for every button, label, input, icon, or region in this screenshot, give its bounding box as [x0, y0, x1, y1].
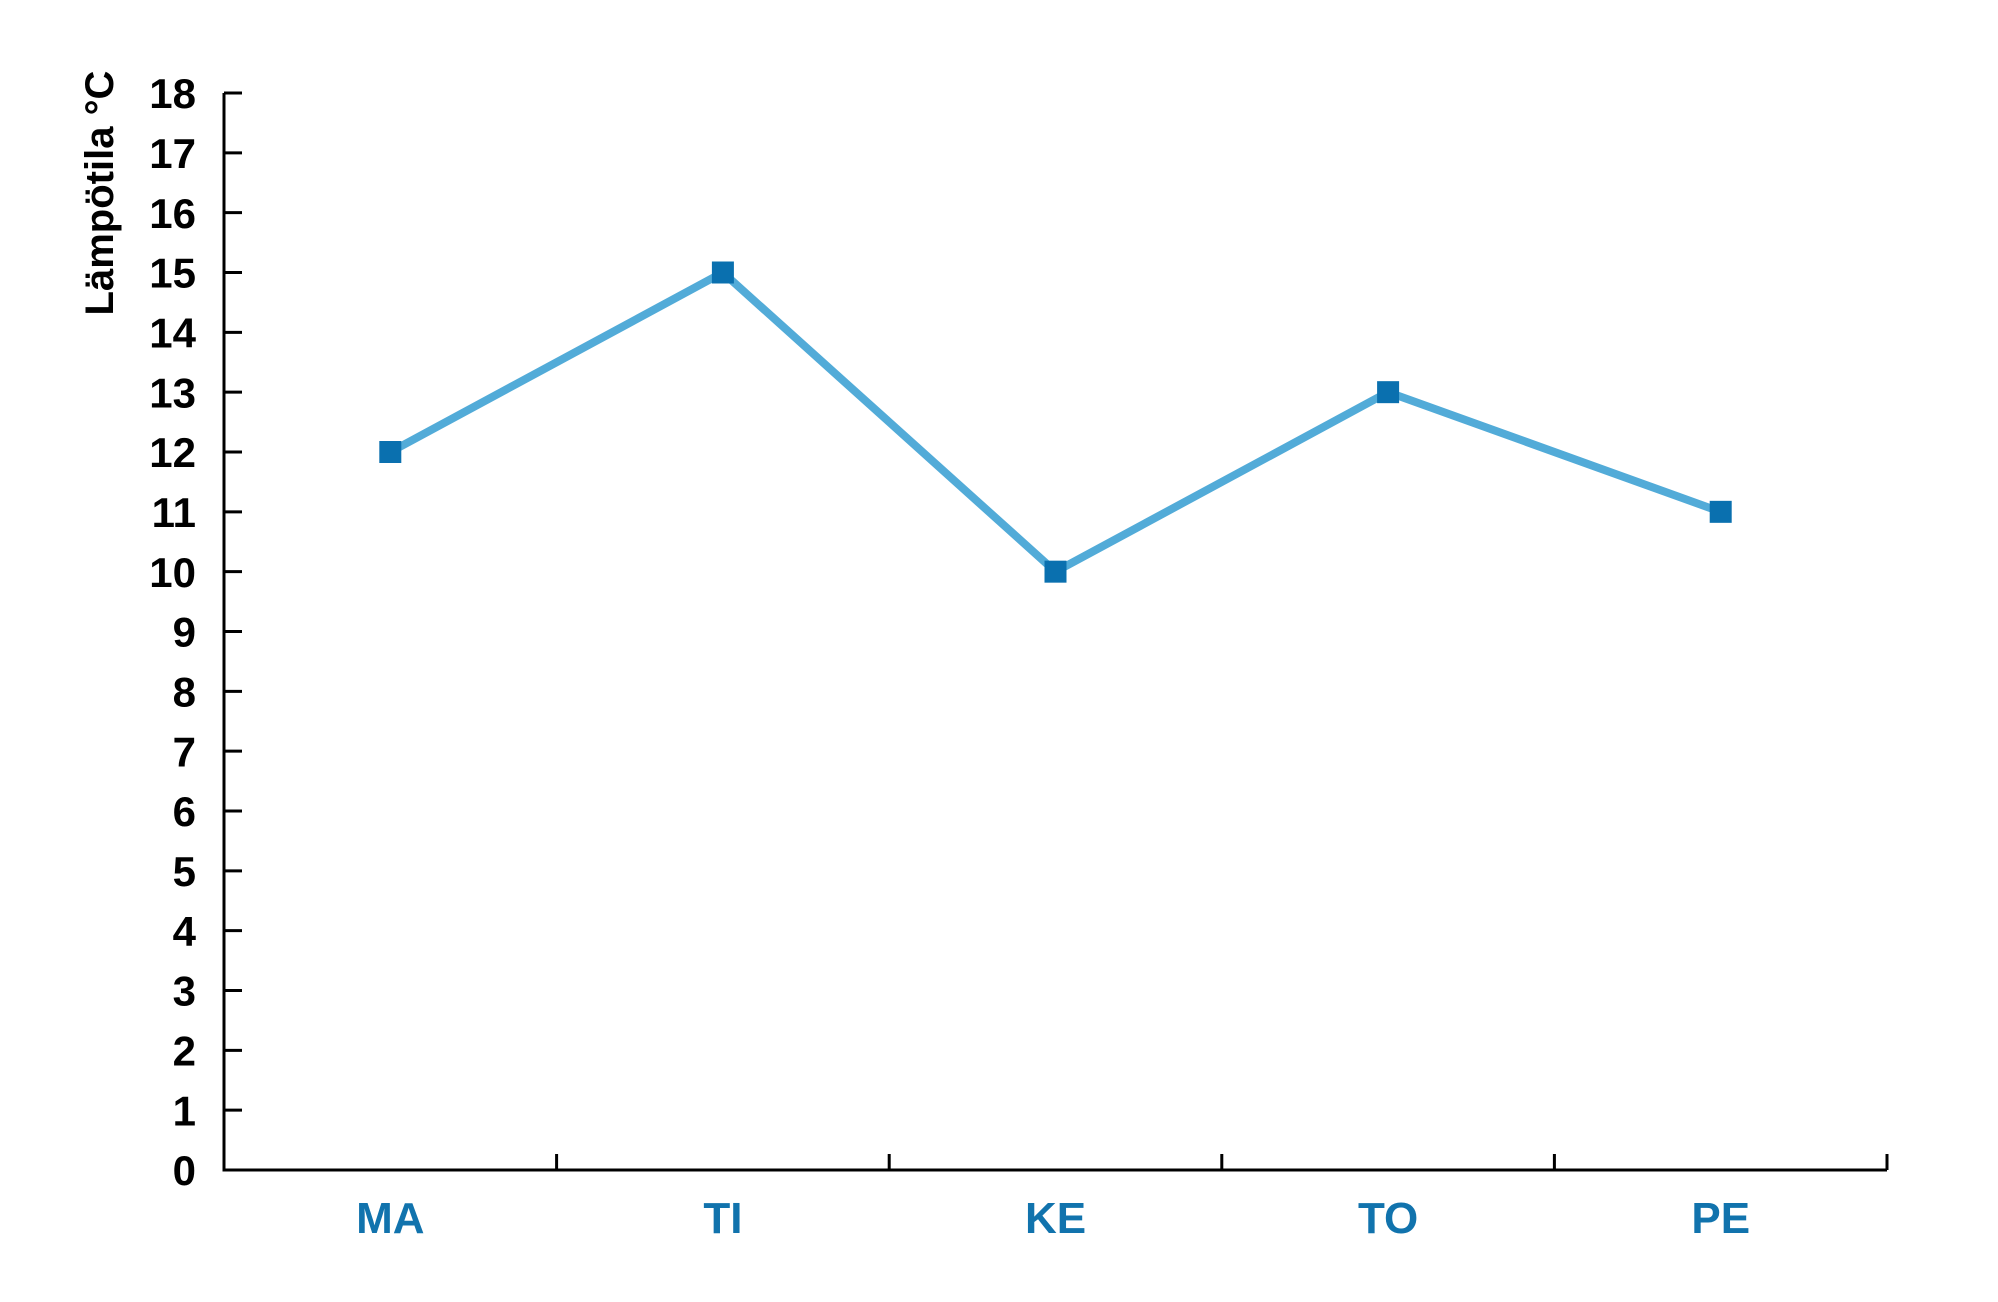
y-axis-title: Lämpötila °C — [78, 71, 122, 316]
data-point-marker-ke — [1044, 560, 1067, 583]
y-tick-label: 10 — [149, 549, 196, 596]
y-tick-label: 8 — [173, 668, 196, 715]
y-tick-label: 5 — [173, 848, 196, 895]
x-category-label-pe: PE — [1691, 1194, 1750, 1243]
y-tick-label: 0 — [173, 1147, 196, 1194]
x-category-label-ti: TI — [703, 1194, 742, 1243]
data-point-marker-ti — [711, 261, 734, 284]
y-tick-label: 6 — [173, 788, 196, 835]
y-tick-label: 13 — [149, 369, 196, 416]
data-point-marker-to — [1377, 381, 1400, 404]
y-tick-label: 11 — [152, 489, 196, 536]
x-category-label-ma: MA — [356, 1194, 424, 1243]
y-tick-label: 2 — [173, 1027, 196, 1074]
y-tick-label: 17 — [149, 130, 196, 177]
y-tick-label: 14 — [149, 309, 196, 356]
y-tick-label: 12 — [149, 429, 196, 476]
x-category-label-to: TO — [1358, 1194, 1418, 1243]
x-category-label-ke: KE — [1025, 1194, 1086, 1243]
y-tick-label: 15 — [149, 250, 196, 297]
y-tick-label: 7 — [173, 728, 196, 775]
data-point-marker-pe — [1709, 500, 1732, 523]
y-tick-label: 3 — [173, 968, 196, 1015]
data-point-marker-ma — [379, 441, 402, 463]
y-tick-label: 4 — [173, 908, 197, 955]
y-tick-label: 18 — [149, 70, 196, 117]
y-tick-label: 1 — [173, 1087, 196, 1134]
y-tick-label: 16 — [149, 190, 196, 237]
y-tick-label: 9 — [173, 609, 196, 656]
